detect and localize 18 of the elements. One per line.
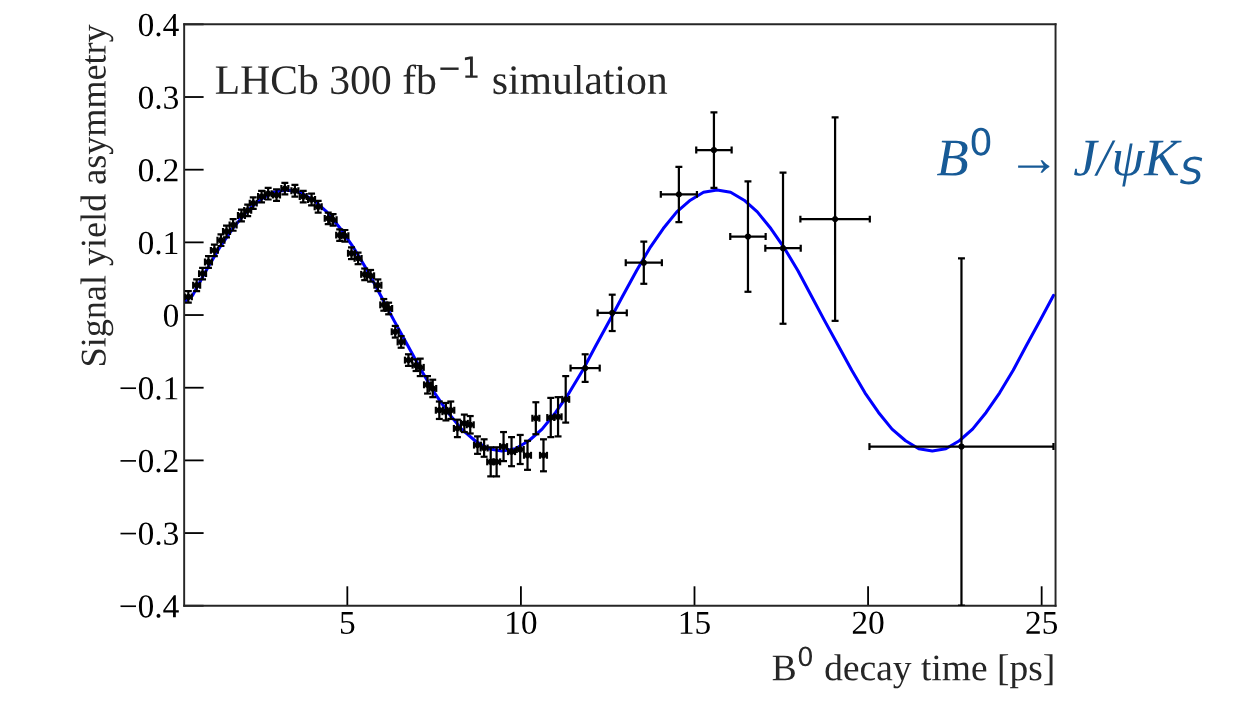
- x-tick-label: 10: [507, 611, 537, 635]
- y-tick-label: 0.2: [138, 159, 178, 182]
- x-tick-label: 15: [680, 611, 710, 635]
- y-tick-label: 0: [163, 304, 179, 327]
- y-tick-label: 0.4: [138, 13, 179, 37]
- y-tick-label: −0.2: [120, 449, 178, 473]
- y-tick-label: 0.1: [138, 231, 178, 255]
- y-tick-label: −0.1: [120, 377, 178, 400]
- annotation: LHCb 300 fb$^{−1}$ simulation: [215, 56, 668, 95]
- annotation: B$^{0}$ → J/ψK$_{S}$: [936, 127, 1203, 187]
- x-tick-label: 5: [340, 611, 355, 635]
- y-tick-label: 0.3: [138, 86, 178, 110]
- y-tick-label: −0.4: [120, 595, 179, 618]
- y-tick-label: −0.3: [120, 522, 178, 546]
- y-axis-title: Signal yield asymmetry: [80, 24, 114, 365]
- x-axis-title: B$^{0}$ decay time [ps]: [772, 646, 1053, 689]
- x-tick-label: 20: [852, 611, 884, 635]
- x-tick-label: 25: [1026, 611, 1058, 635]
